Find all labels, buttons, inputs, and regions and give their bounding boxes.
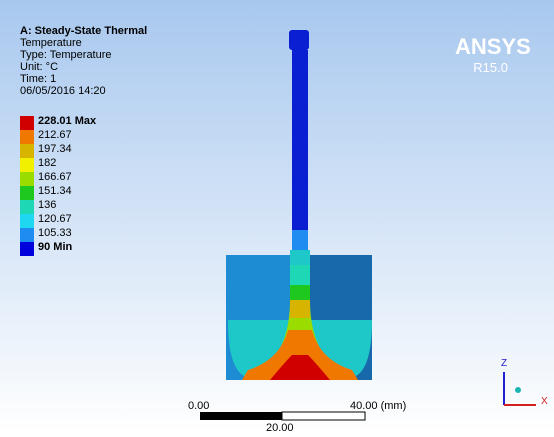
version: R15.0: [473, 60, 508, 75]
header-line: Temperature: [20, 37, 82, 49]
legend-swatch: [20, 200, 34, 214]
shaft-segment: [292, 230, 308, 250]
legend-swatch: [20, 116, 34, 130]
triad-y: [515, 387, 521, 393]
stem-yellow: [290, 300, 310, 318]
header-line: Type: Temperature: [20, 49, 112, 61]
scale-end: 40.00 (mm): [350, 400, 406, 412]
legend-label: 228.01 Max: [38, 115, 97, 127]
legend-swatch: [20, 186, 34, 200]
shaft-tip: [289, 30, 309, 50]
stem-teal: [290, 265, 310, 285]
legend-label: 90 Min: [38, 241, 73, 253]
legend-swatch: [20, 130, 34, 144]
legend-label: 166.67: [38, 171, 72, 183]
legend-label: 182: [38, 157, 56, 169]
scale-start: 0.00: [188, 400, 209, 412]
legend-label: 197.34: [38, 143, 72, 155]
legend-swatch: [20, 158, 34, 172]
legend-label: 120.67: [38, 213, 72, 225]
scale-bar-black: [200, 412, 282, 420]
legend-label: 136: [38, 199, 56, 211]
triad-x-label: X: [541, 396, 548, 407]
logo: ANSYS: [455, 34, 531, 59]
legend-label: 151.34: [38, 185, 72, 197]
scale-middle: 20.00: [266, 422, 294, 432]
header-line: 06/05/2016 14:20: [20, 85, 106, 97]
stem-cyan: [290, 250, 310, 265]
stem-green: [290, 285, 310, 300]
analysis-title: A: Steady-State Thermal: [20, 25, 147, 37]
viewport: A: Steady-State Thermal TemperatureType:…: [0, 0, 554, 432]
scale-bar-white: [282, 412, 365, 420]
header-line: Unit: °C: [20, 61, 58, 73]
header-line: Time: 1: [20, 73, 56, 85]
legend-swatch: [20, 228, 34, 242]
shaft: [292, 50, 308, 230]
legend-swatch: [20, 144, 34, 158]
legend-label: 105.33: [38, 227, 72, 239]
legend-swatch: [20, 242, 34, 256]
legend-swatch: [20, 172, 34, 186]
triad-z-label: Z: [501, 358, 507, 369]
legend-swatch: [20, 214, 34, 228]
legend-label: 212.67: [38, 129, 72, 141]
